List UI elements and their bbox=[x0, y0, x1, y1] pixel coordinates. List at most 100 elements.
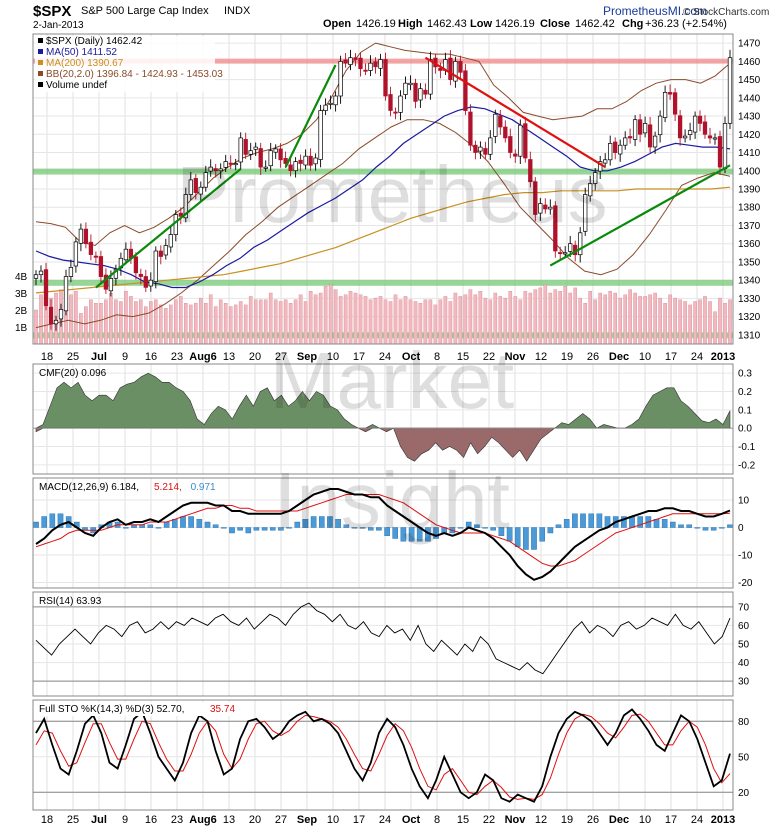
x-tick-label: 13 bbox=[223, 814, 235, 826]
candle-body bbox=[613, 141, 618, 153]
sto-legend: Full STO %K(14,3) %D(3) 52.70, 35.74 bbox=[35, 702, 250, 716]
macd-histogram-bar bbox=[400, 527, 407, 542]
x-tick-label: 20 bbox=[249, 814, 261, 826]
candle-body bbox=[353, 57, 358, 60]
candle-body bbox=[657, 115, 663, 136]
volume-bar bbox=[223, 303, 228, 345]
bb-upper-line bbox=[35, 42, 731, 247]
macd-signal-line bbox=[35, 494, 731, 567]
y-tick-label: 1440 bbox=[738, 93, 761, 104]
x-tick-label: 10 bbox=[639, 814, 651, 826]
macd-histogram-bar bbox=[490, 527, 497, 531]
candle-body bbox=[158, 250, 163, 257]
x-tick-label: Dec bbox=[609, 351, 629, 363]
macd-legend-item: MACD(12,26,9) 6.184, bbox=[39, 482, 139, 493]
macd-histogram-bar bbox=[343, 524, 350, 528]
candle-body bbox=[318, 110, 323, 160]
candle-body bbox=[233, 163, 238, 166]
x-tick-label: 17 bbox=[665, 814, 677, 826]
candle-body bbox=[148, 279, 153, 287]
resistance-band bbox=[33, 58, 733, 64]
candle-body bbox=[453, 61, 458, 82]
volume-bar bbox=[79, 313, 83, 345]
macd-histogram-bar bbox=[498, 527, 505, 537]
price-legend-item: BB(20,2.0) 1396.84 - 1424.93 - 1453.03 bbox=[46, 69, 223, 80]
x-tick-label: 19 bbox=[561, 814, 573, 826]
x-tick-label: 12 bbox=[535, 814, 547, 826]
x-tick-label: 8 bbox=[434, 351, 440, 363]
volume-bar bbox=[698, 299, 702, 345]
volume-bar bbox=[533, 289, 538, 345]
volume-bar bbox=[218, 299, 223, 345]
volume-bar bbox=[573, 287, 577, 345]
volume-bar bbox=[523, 291, 528, 345]
low-value: 1426.19 bbox=[495, 18, 535, 30]
candle-body bbox=[468, 111, 473, 146]
y-tick-label: 0.2 bbox=[738, 387, 752, 398]
open-value: 1426.19 bbox=[356, 18, 396, 30]
y-tick-label: 1380 bbox=[738, 203, 761, 214]
x-tick-label: Dec bbox=[609, 814, 629, 826]
macd-histogram-bar bbox=[368, 527, 374, 531]
candle-body bbox=[133, 256, 139, 274]
candle-body bbox=[183, 194, 188, 219]
candle-body bbox=[203, 172, 208, 188]
volume-bar bbox=[243, 304, 248, 345]
volume-bar bbox=[598, 292, 602, 345]
macd-histogram-bar bbox=[253, 527, 260, 531]
candle-body bbox=[637, 119, 643, 135]
macd-histogram-bar bbox=[294, 521, 301, 528]
volume-bar bbox=[69, 294, 73, 345]
x-tick-label: 10 bbox=[639, 351, 651, 363]
macd-histogram-bar bbox=[163, 521, 170, 528]
volume-bar bbox=[129, 296, 133, 345]
candle-body bbox=[652, 135, 658, 148]
index-name: S&P 500 Large Cap Index bbox=[81, 5, 209, 17]
candle-body bbox=[627, 136, 633, 139]
volume-bar bbox=[158, 304, 163, 345]
candle-body bbox=[168, 234, 173, 248]
price-legend-item: MA(50) 1411.52 bbox=[46, 47, 117, 58]
candle-body bbox=[593, 172, 598, 184]
candle-body bbox=[712, 137, 718, 140]
candle-body bbox=[513, 153, 518, 157]
macd-histogram-bar bbox=[196, 519, 203, 528]
close-label: Close bbox=[540, 18, 570, 30]
volume-bar bbox=[253, 299, 258, 345]
candle-body bbox=[63, 276, 69, 312]
candle-body bbox=[268, 150, 273, 167]
macd-histogram-bar bbox=[180, 516, 186, 528]
x-tick-label: 2013 bbox=[711, 814, 735, 826]
candle-body bbox=[218, 168, 223, 172]
candle-body bbox=[717, 136, 723, 168]
volume-bar bbox=[84, 306, 88, 345]
y-tick-label: 1360 bbox=[738, 239, 761, 250]
candle-body bbox=[38, 270, 44, 276]
volume-bar bbox=[74, 291, 78, 345]
candle-body bbox=[368, 62, 373, 71]
volume-bar bbox=[213, 306, 218, 345]
candle-body bbox=[73, 241, 79, 267]
candle-body bbox=[93, 255, 99, 258]
macd-histogram-bar bbox=[661, 519, 668, 528]
x-tick-label: 25 bbox=[67, 814, 79, 826]
x-tick-label: Aug6 bbox=[189, 351, 217, 363]
candle-body bbox=[298, 159, 303, 164]
macd-histogram-bar bbox=[359, 527, 366, 529]
candle-body bbox=[568, 243, 573, 252]
macd-histogram-bar bbox=[514, 527, 521, 547]
macd-histogram-bar bbox=[678, 524, 684, 528]
volume-bar bbox=[238, 301, 243, 345]
volume-bar bbox=[718, 297, 722, 345]
macd-histogram-bar bbox=[588, 513, 594, 528]
volume-bar bbox=[703, 296, 707, 345]
cmf-panel-frame bbox=[32, 363, 734, 475]
y-tick-label: 50 bbox=[738, 640, 750, 651]
y-tick-label: 1450 bbox=[738, 75, 761, 86]
macd-histogram-bar bbox=[212, 524, 219, 528]
candle-body bbox=[667, 92, 673, 95]
x-tick-label: 20 bbox=[249, 351, 261, 363]
volume-bar bbox=[548, 292, 553, 345]
candle-body bbox=[503, 126, 508, 139]
volume-bar bbox=[633, 292, 637, 345]
